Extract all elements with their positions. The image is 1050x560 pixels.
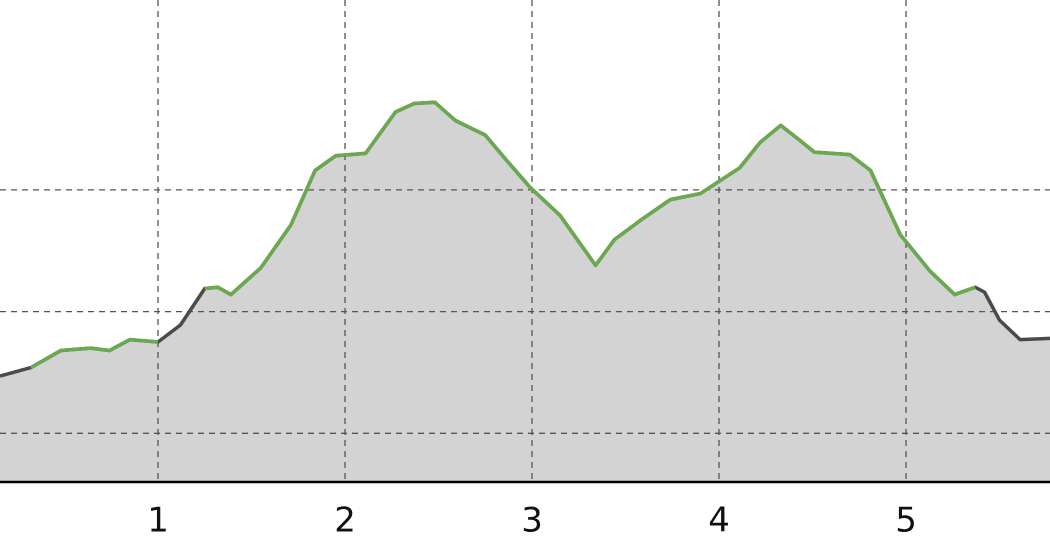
x-tick-label: 3 [521,501,543,541]
x-tick-label: 5 [895,501,917,541]
x-tick-label: 1 [147,501,169,541]
area-fill [0,102,1050,482]
profile-line [29,100,976,370]
x-tick-label: 4 [708,501,730,541]
x-tick-label: 2 [334,501,356,541]
